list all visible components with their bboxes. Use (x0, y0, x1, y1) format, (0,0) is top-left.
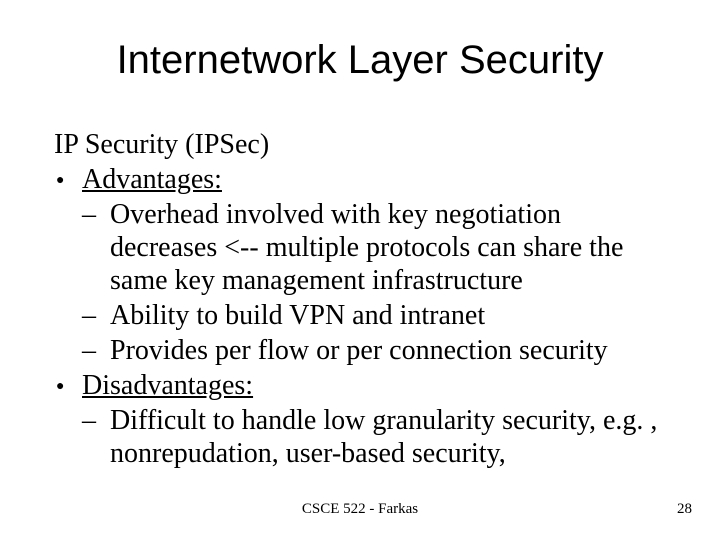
page-number: 28 (677, 501, 692, 518)
intro-line: IP Security (IPSec) (54, 128, 666, 161)
sub-item: – Difficult to handle low granularity se… (82, 404, 666, 470)
bullet-icon (54, 163, 82, 196)
bullet-disadvantages: Disadvantages: (54, 369, 666, 402)
sub-item-text: Provides per flow or per connection secu… (110, 334, 666, 367)
dash-icon: – (82, 334, 110, 367)
bullet-advantages: Advantages: (54, 163, 666, 196)
dash-icon: – (82, 299, 110, 332)
bullet-icon (54, 369, 82, 402)
bullet-label: Advantages: (82, 163, 666, 196)
dash-icon: – (82, 198, 110, 231)
sub-item: – Ability to build VPN and intranet (82, 299, 666, 332)
dash-icon: – (82, 404, 110, 437)
sub-item-text: Difficult to handle low granularity secu… (110, 404, 666, 470)
footer-center: CSCE 522 - Farkas (0, 501, 720, 518)
slide-title: Internetwork Layer Security (0, 38, 720, 83)
bullet-label: Disadvantages: (82, 369, 666, 402)
sub-item: – Provides per flow or per connection se… (82, 334, 666, 367)
slide-body: IP Security (IPSec) Advantages: – Overhe… (54, 128, 666, 472)
slide: Internetwork Layer Security IP Security … (0, 0, 720, 540)
sub-item-text: Ability to build VPN and intranet (110, 299, 666, 332)
sub-item: – Overhead involved with key negotiation… (82, 198, 666, 297)
sub-item-text: Overhead involved with key negotiation d… (110, 198, 666, 297)
